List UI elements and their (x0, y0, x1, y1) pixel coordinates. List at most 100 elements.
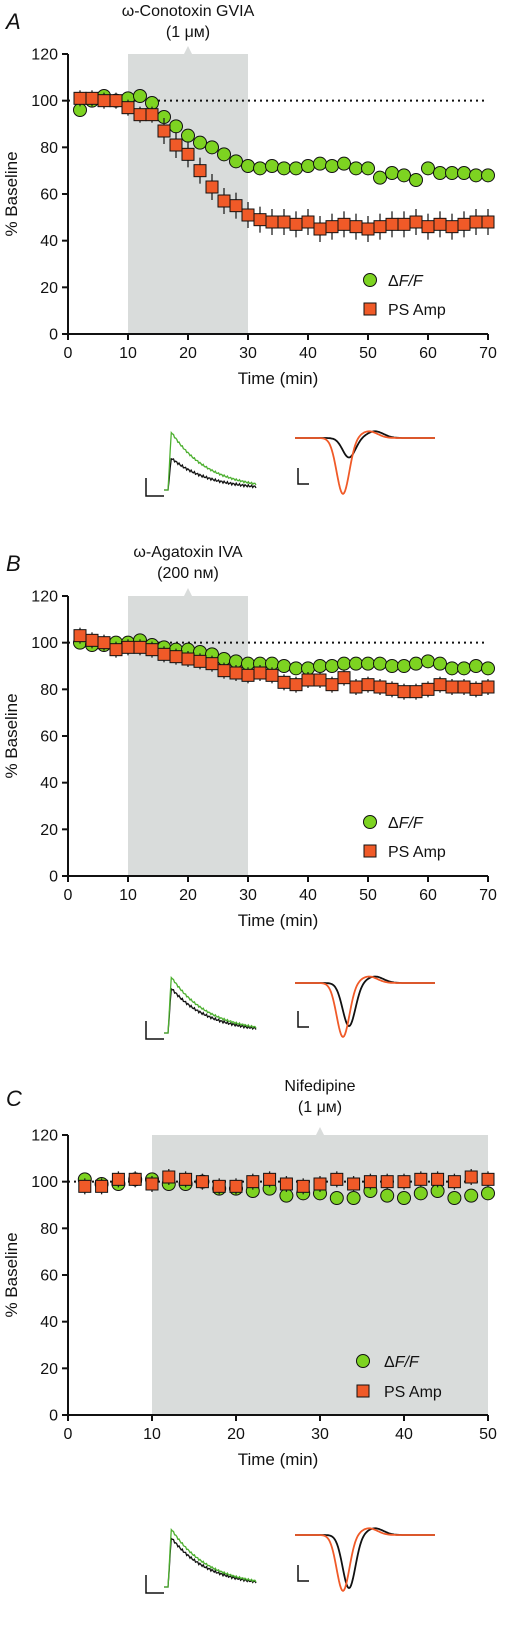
trace-dff-control (164, 457, 257, 491)
dff-point (361, 161, 375, 176)
dff-point (373, 656, 387, 671)
ps-amp-point (229, 666, 243, 680)
ps-amp-point (363, 1175, 377, 1189)
ps-amp-point (385, 682, 399, 696)
series-ps-amp (73, 627, 495, 700)
dff-point (361, 656, 375, 671)
ps-amp-point (73, 91, 87, 105)
ps-amp-point (169, 650, 183, 664)
ps-amp-point (296, 1179, 310, 1193)
x-tick-label: 30 (239, 887, 257, 904)
ps-amp-point (205, 180, 219, 194)
x-axis-label: Time (min) (238, 1450, 319, 1469)
y-tick-label: 120 (31, 1128, 58, 1145)
dff-point (169, 119, 183, 134)
x-tick-label: 60 (419, 887, 437, 904)
dff-point (133, 89, 147, 103)
dff-point (329, 1191, 344, 1205)
dff-point (205, 140, 219, 155)
ps-amp-point (157, 124, 171, 138)
scale-bar-ps (297, 1011, 309, 1028)
ps-amp-point (481, 1172, 495, 1186)
y-axis-label: % Baseline (2, 151, 21, 236)
dff-point (397, 168, 411, 183)
ps-amp-point (277, 215, 291, 229)
ps-amp-point (414, 1172, 428, 1186)
panel-label: C (6, 1086, 22, 1111)
dff-point (265, 159, 279, 173)
ps-amp-point (421, 220, 435, 234)
dff-point (413, 1186, 428, 1201)
ps-amp-point (241, 208, 255, 222)
ps-amp-point (277, 675, 291, 689)
dff-point (481, 661, 495, 676)
drug-name: ω-Agatoxin IVA (133, 544, 242, 561)
y-tick-label: 60 (40, 729, 58, 746)
y-tick-label: 100 (31, 1174, 58, 1191)
dff-point (469, 168, 483, 183)
trace-dff-drug (164, 976, 257, 1034)
ps-amp-point (85, 91, 99, 105)
dff-point (313, 659, 327, 673)
x-axis-label: Time (min) (238, 911, 319, 930)
ps-amp-point (229, 1179, 243, 1193)
dff-point (277, 161, 291, 176)
y-tick-label: 120 (31, 589, 58, 606)
legend-dff-label: ΔF/F (384, 1354, 420, 1371)
x-tick-label: 0 (64, 345, 73, 362)
x-tick-label: 40 (299, 345, 317, 362)
legend-dff-label: ΔF/F (388, 815, 424, 832)
ps-amp-point (457, 680, 471, 694)
dff-point (397, 659, 411, 673)
dff-point (380, 1188, 395, 1203)
ps-amp-point (265, 668, 279, 682)
y-tick-label: 0 (49, 869, 58, 886)
ps-amp-point (109, 94, 123, 108)
ps-amp-point (361, 222, 375, 236)
ps-amp-point (85, 633, 99, 647)
dff-point (277, 659, 291, 673)
ps-amp-point (349, 680, 363, 694)
dff-point (253, 161, 267, 176)
x-tick-label: 40 (299, 887, 317, 904)
ps-amp-point (128, 1172, 142, 1186)
trace-ps-control (295, 430, 435, 459)
ps-amp-point (229, 199, 243, 213)
trace-ps-control (295, 975, 435, 1028)
ps-amp-point (217, 664, 231, 678)
dff-point (409, 656, 423, 671)
x-tick-label: 10 (143, 1426, 161, 1443)
dff-point (457, 661, 471, 676)
ps-amp-point (301, 215, 315, 229)
ps-amp-point (111, 1172, 125, 1186)
dff-point (481, 1186, 495, 1201)
drug-dose: (1 μм) (166, 24, 210, 41)
ps-amp-point (481, 680, 495, 694)
ps-amp-point (73, 629, 87, 643)
ps-amp-point (397, 217, 411, 231)
ps-amp-point (97, 636, 111, 650)
dff-point (346, 1191, 361, 1205)
ps-amp-point (313, 222, 327, 236)
ps-amp-point (373, 680, 387, 694)
ps-amp-point (97, 94, 111, 108)
trace-ps-drug (295, 1527, 435, 1592)
legend-ps-amp-label: PS Amp (384, 1384, 442, 1401)
dff-point (385, 166, 399, 180)
ps-amp-point (78, 1179, 92, 1193)
legend-ps-amp-label: PS Amp (388, 844, 446, 861)
ps-amp-point (265, 215, 279, 229)
dff-point (349, 656, 363, 671)
ps-amp-point (397, 685, 411, 699)
ps-amp-point (464, 1170, 478, 1184)
ps-amp-point (263, 1172, 277, 1186)
ps-amp-point (289, 678, 303, 692)
y-tick-label: 0 (49, 1408, 58, 1425)
x-tick-label: 70 (479, 345, 497, 362)
x-tick-label: 20 (179, 887, 197, 904)
y-tick-label: 0 (49, 327, 58, 344)
x-tick-label: 50 (359, 345, 377, 362)
dff-point (421, 161, 435, 176)
y-tick-label: 120 (31, 47, 58, 64)
scale-bar-ps (297, 468, 309, 485)
